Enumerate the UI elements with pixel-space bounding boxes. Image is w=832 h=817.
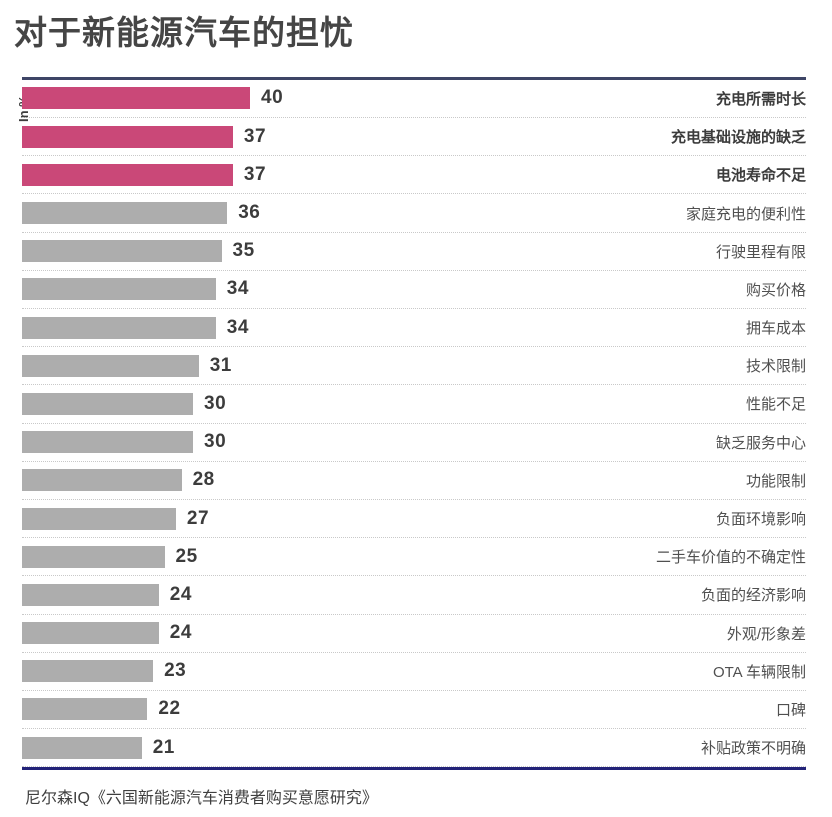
chart-row: 25 二手车价值的不确定性	[22, 538, 806, 577]
page-title: 对于新能源汽车的担忧	[14, 14, 354, 51]
bar-value-label: 37	[243, 125, 267, 147]
category-label: 家庭充电的便利性	[685, 205, 806, 223]
chart-row: 34 拥车成本	[22, 309, 806, 348]
category-label: 功能限制	[745, 472, 806, 490]
category-label: 行驶里程有限	[715, 243, 806, 261]
bar-value-label: 28	[192, 469, 215, 491]
category-label: 缺乏服务中心	[715, 434, 806, 452]
bar-value-label: 22	[158, 698, 181, 720]
chart-row: 23 OTA 车辆限制	[22, 653, 806, 691]
bar-value-label: 36	[238, 202, 261, 224]
chart-rows: 40 充电所需时长 37 充电基础设施的缺乏 37 电池寿命不足 36 家庭充电…	[22, 80, 806, 768]
bar-value-label: 31	[209, 354, 232, 376]
category-label: 补贴政策不明确	[700, 740, 806, 758]
bar	[22, 507, 176, 530]
category-label: 性能不足	[745, 396, 806, 414]
bar-value-label: 25	[175, 545, 198, 567]
bar	[22, 583, 159, 606]
source-note: 尼尔森IQ《六国新能源汽车消费者购买意愿研究》	[25, 790, 378, 808]
chart-row: 30 性能不足	[22, 385, 806, 424]
bar	[22, 125, 233, 148]
bar	[22, 545, 165, 568]
bar	[22, 469, 182, 492]
chart-row: 22 口碑	[22, 691, 806, 730]
bar-value-label: 24	[169, 583, 192, 605]
category-label: 外观/形象差	[726, 625, 806, 643]
category-label: 负面环境影响	[715, 511, 806, 529]
bar	[22, 87, 250, 110]
chart-row: 35 行驶里程有限	[22, 233, 806, 271]
bar	[22, 431, 193, 454]
bar-value-label: 27	[186, 507, 210, 529]
category-label: 电池寿命不足	[715, 167, 806, 185]
bar	[22, 354, 199, 377]
bar-value-label: 21	[152, 736, 175, 758]
bar	[22, 392, 193, 415]
category-label: 充电所需时长	[715, 90, 806, 108]
bar	[22, 163, 233, 186]
chart-row: 34 购买价格	[22, 271, 806, 310]
chart-row: 28 功能限制	[22, 462, 806, 500]
bar	[22, 736, 142, 759]
category-label: 负面的经济影响	[700, 587, 806, 605]
chart-row: 24 外观/形象差	[22, 615, 806, 653]
chart-row: 36 家庭充电的便利性	[22, 194, 806, 233]
bar	[22, 622, 159, 645]
bar	[22, 698, 148, 721]
bar-value-label: 37	[243, 163, 267, 185]
chart-row: 37 充电基础设施的缺乏	[22, 118, 806, 157]
chart-row: 21 补贴政策不明确	[22, 729, 806, 768]
chart-row: 37 电池寿命不足	[22, 156, 806, 195]
bar-value-label: 40	[261, 87, 284, 109]
category-label: 充电基础设施的缺乏	[670, 129, 806, 147]
bar-value-label: 34	[226, 278, 249, 300]
category-label: 二手车价值的不确定性	[655, 549, 806, 567]
category-label: 口碑	[775, 701, 806, 719]
bar	[22, 278, 216, 301]
bar	[22, 660, 154, 683]
chart-row: 24 负面的经济影响	[22, 576, 806, 615]
category-label: OTA 车辆限制	[712, 663, 806, 681]
bar-value-label: 35	[232, 240, 255, 262]
bar	[22, 202, 228, 225]
chart-row: 31 技术限制	[22, 347, 806, 386]
category-label: 购买价格	[745, 281, 806, 299]
bar	[22, 240, 222, 263]
bar	[22, 316, 216, 339]
bar-value-label: 34	[226, 316, 249, 338]
bar-value-label: 24	[169, 622, 192, 644]
category-label: 拥车成本	[745, 320, 806, 338]
category-label: 技术限制	[745, 358, 806, 376]
bar-chart: In % 40 充电所需时长 37 充电基础设施的缺乏 37 电池寿命不足 36…	[16, 76, 806, 771]
bar-value-label: 23	[164, 660, 187, 682]
bar-value-label: 30	[204, 431, 227, 453]
chart-row: 27 负面环境影响	[22, 500, 806, 539]
chart-row: 40 充电所需时长	[22, 80, 806, 119]
bar-value-label: 30	[204, 392, 227, 414]
chart-row: 30 缺乏服务中心	[22, 424, 806, 462]
